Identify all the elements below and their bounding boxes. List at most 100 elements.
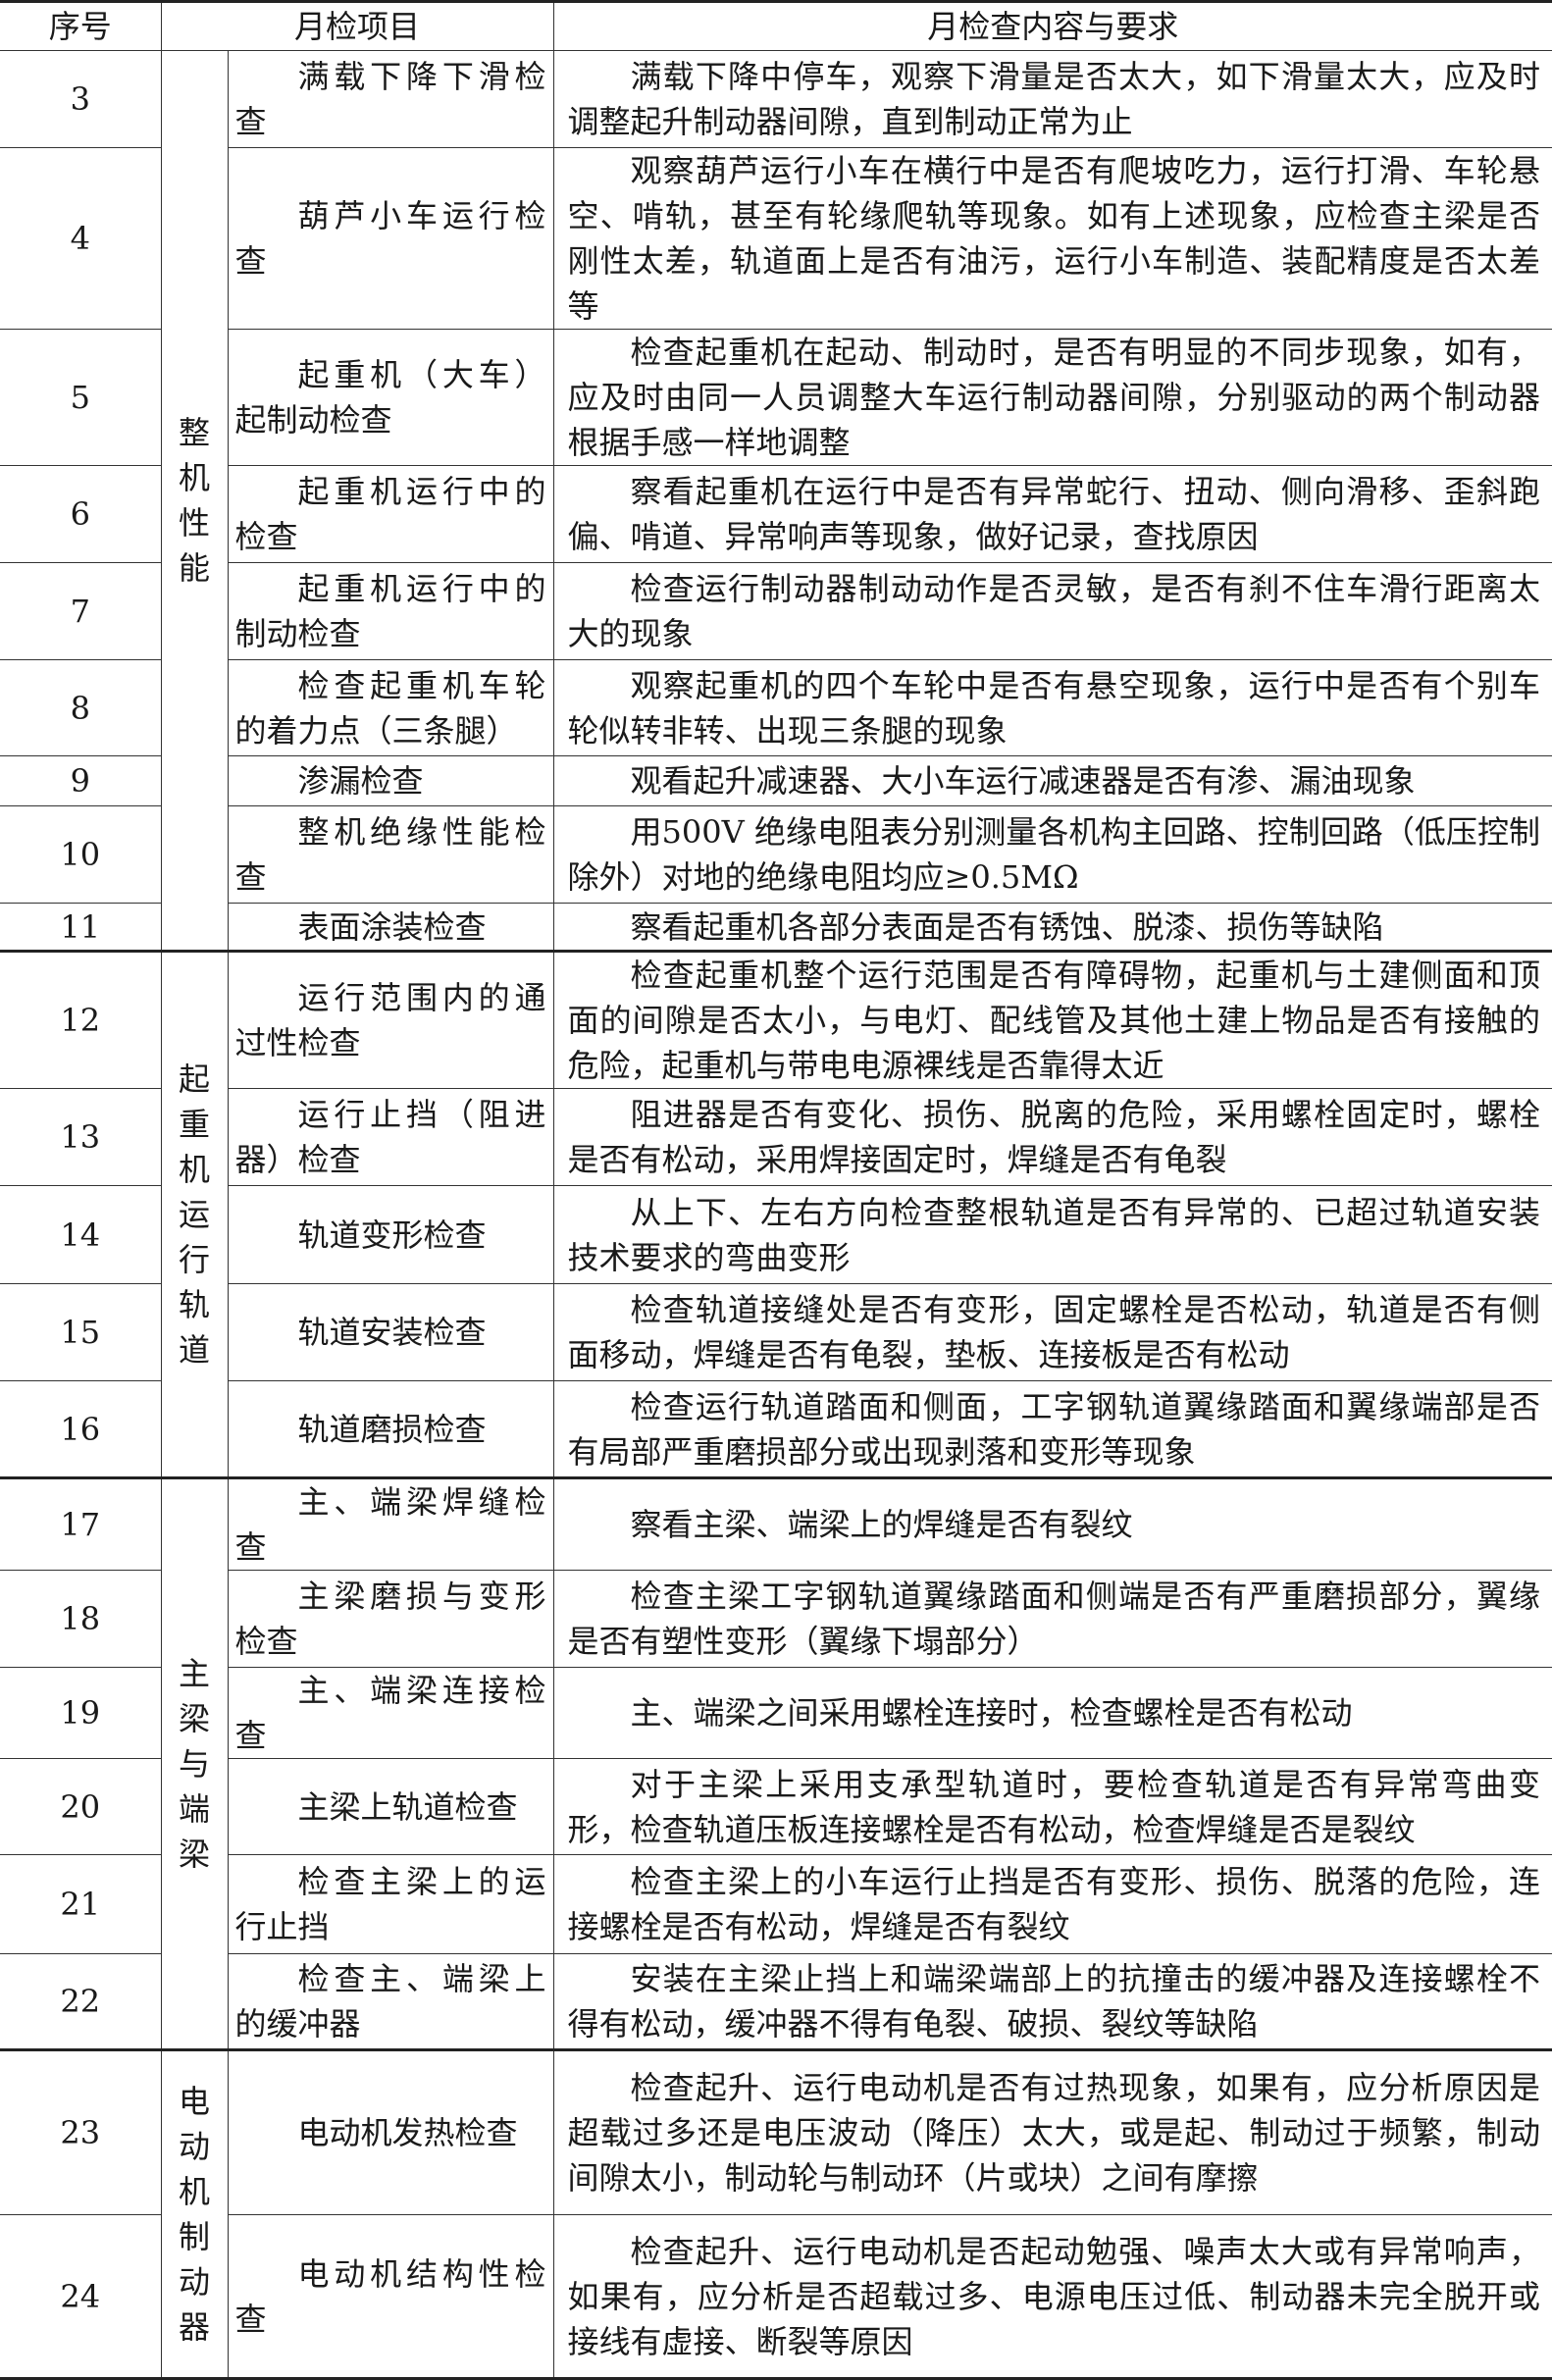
inspection-content: 主、端梁之间采用螺栓连接时，检查螺栓是否有松动 — [552, 1667, 1552, 1759]
group-label-text: 电动机制动器 — [179, 2083, 211, 2346]
table-row: 21 检查主梁上的运行止挡 检查主梁上的小车运行止挡是否有变形、损伤、脱落的危险，连… — [0, 1854, 1552, 1954]
header-content: 月检查内容与要求 — [552, 1, 1552, 51]
table-row: 15 轨道安装检查 检查轨道接缝处是否有变形，固定螺栓是否松动，轨道是否有侧面移动，… — [0, 1283, 1552, 1381]
row-number: 13 — [0, 1088, 162, 1186]
row-number: 8 — [0, 659, 162, 756]
row-number: 16 — [0, 1380, 162, 1478]
table-row: 8 检查起重机车轮的着力点（三条腿） 观察起重机的四个车轮中是否有悬空现象，运行中是… — [0, 659, 1552, 756]
table-row: 16 轨道磨损检查 检查运行轨道踏面和侧面，工字钢轨道翼缘踏面和翼缘端部是否有局部严… — [0, 1380, 1552, 1478]
table-row: 23 电动机制动器 电动机发热检查 检查起升、运行电动机是否有过热现象，如果有，应分析… — [0, 2048, 1552, 2379]
row-number: 4 — [0, 147, 162, 330]
inspection-content: 检查起升、运行电动机是否有过热现象，如果有，应分析原因是超载过多还是电压波动（降… — [552, 2048, 1552, 2215]
row-number: 10 — [0, 805, 162, 904]
inspection-content: 阻进器是否有变化、损伤、脱离的危险，采用螺栓固定时，螺栓是否有松动，采用焊接固定… — [552, 1088, 1552, 1186]
table-row: 5 起重机（大车）起制动检查 检查起重机在起动、制动时，是否有明显的不同步现象，如有… — [0, 329, 1552, 466]
row-number: 18 — [0, 1570, 162, 1668]
row-number: 20 — [0, 1758, 162, 1855]
table-row: 19 主、端梁连接检查 主、端梁之间采用螺栓连接时，检查螺栓是否有松动 — [0, 1667, 1552, 1759]
inspection-item: 主、端梁焊缝检查 — [227, 1476, 554, 1571]
inspection-content: 观察葫芦运行小车在横行中是否有爬坡吃力，运行打滑、车轮悬空、啃轨，甚至有轮缘爬轨… — [552, 147, 1552, 330]
row-number: 15 — [0, 1283, 162, 1381]
inspection-content: 检查起重机在起动、制动时，是否有明显的不同步现象，如有，应及时由同一人员调整大车… — [552, 329, 1552, 466]
inspection-content: 检查主梁上的小车运行止挡是否有变形、损伤、脱落的危险，连接螺栓是否有松动，焊缝是… — [552, 1854, 1552, 1954]
inspection-item: 电动机发热检查 — [227, 2048, 554, 2215]
inspection-item: 主、端梁连接检查 — [227, 1667, 554, 1759]
row-number: 19 — [0, 1667, 162, 1759]
inspection-item: 轨道磨损检查 — [227, 1380, 554, 1478]
inspection-content: 安装在主梁止挡上和端梁端部上的抗撞击的缓冲器及连接螺栓不得有松动，缓冲器不得有龟… — [552, 1953, 1552, 2050]
table-row: 7 起重机运行中的制动检查 检查运行制动器制动动作是否灵敏，是否有刹不住车滑行距离太… — [0, 562, 1552, 660]
table-row: 10 整机绝缘性能检查 用500V 绝缘电阻表分别测量各机构主回路、控制回路（低压控… — [0, 805, 1552, 904]
table-row: 24 电动机结构性检查 检查起升、运行电动机是否起动勉强、噪声太大或有异常响声，如果… — [0, 2214, 1552, 2379]
inspection-item: 整机绝缘性能检查 — [227, 805, 554, 904]
inspection-content: 检查主梁工字钢轨道翼缘踏面和侧端是否有严重磨损部分，翼缘是否有塑性变形（翼缘下塌… — [552, 1570, 1552, 1668]
table-row: 14 轨道变形检查 从上下、左右方向检查整根轨道是否有异常的、已超过轨道安装技术要求… — [0, 1185, 1552, 1284]
inspection-item: 表面涂装检查 — [227, 903, 554, 952]
inspection-content: 检查轨道接缝处是否有变形，固定螺栓是否松动，轨道是否有侧面移动，焊缝是否有龟裂，… — [552, 1283, 1552, 1381]
inspection-item: 葫芦小车运行检查 — [227, 147, 554, 330]
table-row: 3 整机性能 满载下降下滑检查 满载下降中停车，观察下滑量是否太大，如下滑量太大，应及… — [0, 50, 1552, 952]
inspection-item: 轨道安装检查 — [227, 1283, 554, 1381]
inspection-content: 察看起重机各部分表面是否有锈蚀、脱漆、损伤等缺陷 — [552, 903, 1552, 952]
inspection-content: 检查起重机整个运行范围是否有障碍物，起重机与土建侧面和顶面的间隙是否太小，与电灯… — [552, 950, 1552, 1089]
table-row: 11 表面涂装检查 察看起重机各部分表面是否有锈蚀、脱漆、损伤等缺陷 — [0, 903, 1552, 952]
table-row: 13 运行止挡（阻进器）检查 阻进器是否有变化、损伤、脱离的危险，采用螺栓固定时，螺… — [0, 1088, 1552, 1186]
inspection-item: 电动机结构性检查 — [227, 2214, 554, 2379]
inspection-content: 检查运行制动器制动动作是否灵敏，是否有刹不住车滑行距离太大的现象 — [552, 562, 1552, 660]
inspection-item: 起重机运行中的检查 — [227, 465, 554, 563]
inspection-item: 满载下降下滑检查 — [227, 50, 554, 148]
table-row: 6 起重机运行中的检查 察看起重机在运行中是否有异常蛇行、扭动、侧向滑移、歪斜跑偏、… — [0, 465, 1552, 563]
table-row: 18 主梁磨损与变形检查 检查主梁工字钢轨道翼缘踏面和侧端是否有严重磨损部分，翼缘是… — [0, 1570, 1552, 1668]
group-label-text: 整机性能 — [179, 414, 211, 587]
header-no: 序号 — [0, 1, 162, 51]
row-number: 7 — [0, 562, 162, 660]
inspection-content: 检查运行轨道踏面和侧面，工字钢轨道翼缘踏面和翼缘端部是否有局部严重磨损部分或出现… — [552, 1380, 1552, 1478]
group-label: 起重机运行轨道 — [160, 950, 229, 1478]
inspection-item: 轨道变形检查 — [227, 1185, 554, 1284]
inspection-item: 运行范围内的通过性检查 — [227, 950, 554, 1089]
inspection-content: 察看起重机在运行中是否有异常蛇行、扭动、侧向滑移、歪斜跑偏、啃道、异常响声等现象… — [552, 465, 1552, 563]
inspection-item: 检查主、端梁上的缓冲器 — [227, 1953, 554, 2050]
table-row: 4 葫芦小车运行检查 观察葫芦运行小车在横行中是否有爬坡吃力，运行打滑、车轮悬空、啃… — [0, 147, 1552, 330]
inspection-content: 对于主梁上采用支承型轨道时，要检查轨道是否有异常弯曲变形，检查轨道压板连接螺栓是… — [552, 1758, 1552, 1855]
table-row: 22 检查主、端梁上的缓冲器 安装在主梁止挡上和端梁端部上的抗撞击的缓冲器及连接螺栓… — [0, 1953, 1552, 2050]
group-label: 主梁与端梁 — [160, 1476, 229, 2050]
inspection-item: 检查主梁上的运行止挡 — [227, 1854, 554, 1954]
group-label-text: 主梁与端梁 — [179, 1655, 211, 1873]
inspection-content: 察看主梁、端梁上的焊缝是否有裂纹 — [552, 1476, 1552, 1571]
inspection-content: 检查起升、运行电动机是否起动勉强、噪声太大或有异常响声，如果有，应分析是否超载过… — [552, 2214, 1552, 2379]
header-item: 月检项目 — [160, 1, 554, 51]
inspection-item: 检查起重机车轮的着力点（三条腿） — [227, 659, 554, 756]
inspection-content: 用500V 绝缘电阻表分别测量各机构主回路、控制回路（低压控制除外）对地的绝缘电… — [552, 805, 1552, 904]
row-number: 12 — [0, 950, 162, 1089]
row-number: 5 — [0, 329, 162, 466]
inspection-item: 渗漏检查 — [227, 755, 554, 806]
inspection-content: 观看起升减速器、大小车运行减速器是否有渗、漏油现象 — [552, 755, 1552, 806]
row-number: 24 — [0, 2214, 162, 2379]
row-number: 17 — [0, 1476, 162, 1571]
inspection-content: 从上下、左右方向检查整根轨道是否有异常的、已超过轨道安装技术要求的弯曲变形 — [552, 1185, 1552, 1284]
inspection-item: 起重机运行中的制动检查 — [227, 562, 554, 660]
row-number: 23 — [0, 2048, 162, 2215]
inspection-item: 主梁磨损与变形检查 — [227, 1570, 554, 1668]
table-row: 12 起重机运行轨道 运行范围内的通过性检查 检查起重机整个运行范围是否有障碍物，起重… — [0, 950, 1552, 1478]
row-number: 9 — [0, 755, 162, 806]
table-row: 9 渗漏检查 观看起升减速器、大小车运行减速器是否有渗、漏油现象 — [0, 755, 1552, 806]
row-number: 14 — [0, 1185, 162, 1284]
row-number: 11 — [0, 903, 162, 952]
inspection-content: 观察起重机的四个车轮中是否有悬空现象，运行中是否有个别车轮似转非转、出现三条腿的… — [552, 659, 1552, 756]
header-row: 序号 月检项目 月检查内容与要求 — [0, 1, 1552, 51]
inspection-item: 运行止挡（阻进器）检查 — [227, 1088, 554, 1186]
row-number: 21 — [0, 1854, 162, 1954]
inspection-item: 起重机（大车）起制动检查 — [227, 329, 554, 466]
group-label-text: 起重机运行轨道 — [179, 1061, 211, 1369]
group-label: 整机性能 — [160, 50, 229, 952]
table-row: 17 主梁与端梁 主、端梁焊缝检查 察看主梁、端梁上的焊缝是否有裂纹 — [0, 1476, 1552, 2050]
table-row: 20 主梁上轨道检查 对于主梁上采用支承型轨道时，要检查轨道是否有异常弯曲变形，检查… — [0, 1758, 1552, 1855]
row-number: 3 — [0, 50, 162, 148]
row-number: 22 — [0, 1953, 162, 2050]
group-label: 电动机制动器 — [160, 2048, 229, 2379]
inspection-content: 满载下降中停车，观察下滑量是否太大，如下滑量太大，应及时调整起升制动器间隙，直到… — [552, 50, 1552, 148]
row-number: 6 — [0, 465, 162, 563]
